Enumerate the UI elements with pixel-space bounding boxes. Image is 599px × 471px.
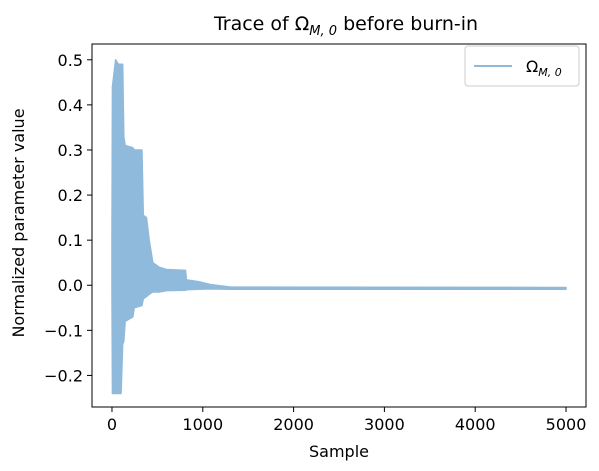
y-tick-label: 0.0 (58, 276, 83, 295)
x-tick-label: 4000 (455, 415, 496, 434)
axes-frame (91, 43, 587, 408)
y-tick-label: 0.4 (58, 96, 83, 115)
legend-box (464, 45, 580, 87)
y-tick-label: 0.2 (58, 186, 83, 205)
x-axis-label: Sample (309, 442, 369, 461)
y-tick-label: 0.5 (58, 51, 83, 70)
y-tick-label: 0.1 (58, 231, 83, 250)
legend-label-subscript: M, 0 (538, 66, 561, 79)
chart-title-subscript: M, 0 (309, 24, 337, 39)
y-axis-label: Normalized parameter value (9, 108, 28, 337)
y-tick-label: −0.2 (44, 366, 83, 385)
legend-label: ΩM, 0 (526, 57, 562, 79)
chart-title-suffix: before burn-in (337, 13, 478, 35)
legend: ΩM, 0 (464, 45, 580, 87)
x-tick-label: 5000 (546, 415, 587, 434)
x-tick-label: 0 (107, 415, 117, 434)
x-tick-label: 2000 (273, 415, 314, 434)
x-tick-label: 3000 (364, 415, 405, 434)
chart-title: Trace of ΩM, 0 before burn-in (213, 13, 478, 39)
series-layer (111, 59, 567, 395)
tick-layer: 0 1000 2000 3000 4000 5000 −0.2 −0.1 0.0 0.1 0.2 0.… (44, 51, 586, 434)
legend-label-main: Ω (526, 57, 538, 76)
y-tick-label: 0.3 (58, 141, 83, 160)
y-tick-label: −0.1 (44, 321, 83, 340)
chart-title-main: Trace of Ω (213, 13, 309, 35)
series-trace (111, 59, 567, 395)
x-tick-label: 1000 (182, 415, 223, 434)
